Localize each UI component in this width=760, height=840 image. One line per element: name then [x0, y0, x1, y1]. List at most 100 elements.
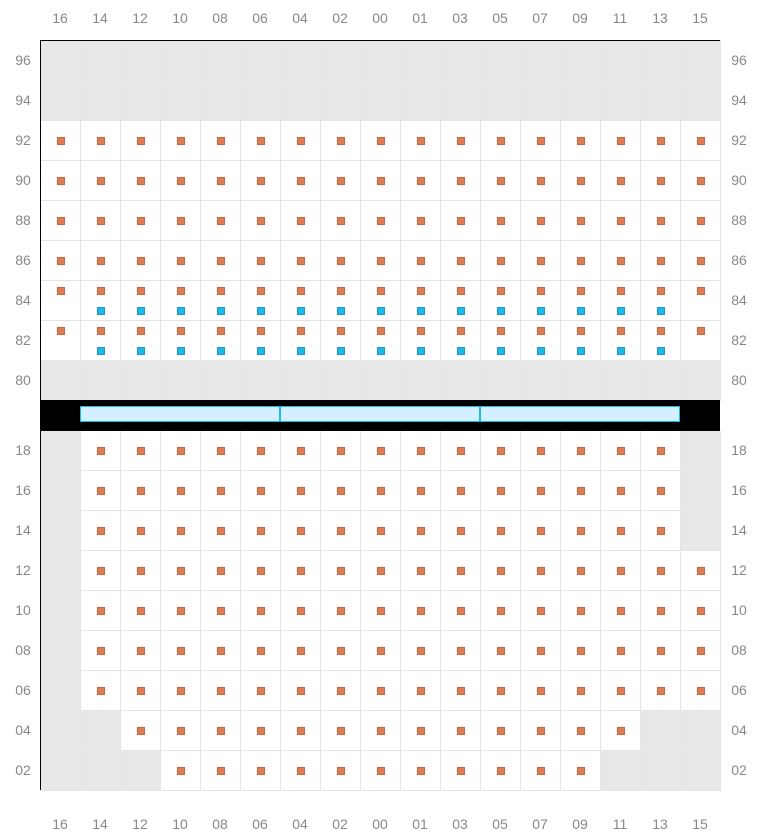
seat-orange[interactable] — [417, 287, 425, 295]
seat-orange[interactable] — [657, 567, 665, 575]
seat-blue[interactable] — [657, 347, 665, 355]
seat-orange[interactable] — [137, 647, 145, 655]
seat-orange[interactable] — [537, 567, 545, 575]
seat-blue[interactable] — [137, 347, 145, 355]
seat-orange[interactable] — [577, 727, 585, 735]
seat-orange[interactable] — [377, 527, 385, 535]
seat-orange[interactable] — [337, 137, 345, 145]
seat-orange[interactable] — [217, 287, 225, 295]
cell[interactable] — [41, 751, 81, 791]
seat-orange[interactable] — [257, 607, 265, 615]
cell[interactable] — [41, 41, 81, 81]
cell[interactable] — [81, 41, 121, 81]
seat-orange[interactable] — [417, 647, 425, 655]
cell[interactable] — [561, 361, 601, 401]
seat-orange[interactable] — [217, 607, 225, 615]
cell[interactable] — [681, 711, 721, 751]
seat-orange[interactable] — [97, 687, 105, 695]
cell[interactable] — [681, 361, 721, 401]
seat-orange[interactable] — [97, 607, 105, 615]
seat-blue[interactable] — [217, 307, 225, 315]
cell[interactable] — [401, 361, 441, 401]
cell[interactable] — [481, 41, 521, 81]
seat-orange[interactable] — [337, 727, 345, 735]
seat-orange[interactable] — [617, 327, 625, 335]
seat-orange[interactable] — [177, 767, 185, 775]
seat-orange[interactable] — [577, 257, 585, 265]
cell[interactable] — [681, 81, 721, 121]
seat-orange[interactable] — [457, 607, 465, 615]
seat-orange[interactable] — [497, 647, 505, 655]
cell[interactable] — [321, 361, 361, 401]
seat-orange[interactable] — [217, 687, 225, 695]
seat-orange[interactable] — [97, 487, 105, 495]
seat-orange[interactable] — [377, 767, 385, 775]
seat-orange[interactable] — [97, 137, 105, 145]
seat-orange[interactable] — [217, 567, 225, 575]
cell[interactable] — [521, 41, 561, 81]
seat-orange[interactable] — [537, 217, 545, 225]
seat-orange[interactable] — [577, 327, 585, 335]
seat-orange[interactable] — [97, 287, 105, 295]
seat-blue[interactable] — [137, 307, 145, 315]
cell[interactable] — [401, 81, 441, 121]
seat-orange[interactable] — [297, 607, 305, 615]
seat-orange[interactable] — [457, 257, 465, 265]
cell[interactable] — [41, 361, 81, 401]
seat-orange[interactable] — [657, 687, 665, 695]
seat-orange[interactable] — [297, 287, 305, 295]
seat-orange[interactable] — [417, 257, 425, 265]
seat-orange[interactable] — [697, 647, 705, 655]
seat-orange[interactable] — [97, 177, 105, 185]
seat-orange[interactable] — [377, 607, 385, 615]
seat-orange[interactable] — [177, 567, 185, 575]
seat-orange[interactable] — [297, 137, 305, 145]
seat-blue[interactable] — [457, 307, 465, 315]
seat-orange[interactable] — [617, 727, 625, 735]
seat-orange[interactable] — [457, 527, 465, 535]
cell[interactable] — [321, 81, 361, 121]
seat-orange[interactable] — [417, 487, 425, 495]
seat-blue[interactable] — [457, 347, 465, 355]
seat-orange[interactable] — [97, 647, 105, 655]
seat-orange[interactable] — [537, 177, 545, 185]
seat-orange[interactable] — [137, 567, 145, 575]
seat-orange[interactable] — [457, 287, 465, 295]
cell[interactable] — [41, 511, 81, 551]
seat-orange[interactable] — [697, 687, 705, 695]
cell[interactable] — [521, 81, 561, 121]
seat-orange[interactable] — [377, 217, 385, 225]
seat-orange[interactable] — [497, 687, 505, 695]
seat-orange[interactable] — [57, 137, 65, 145]
seat-orange[interactable] — [537, 487, 545, 495]
seat-orange[interactable] — [177, 527, 185, 535]
seat-orange[interactable] — [97, 217, 105, 225]
seat-orange[interactable] — [617, 687, 625, 695]
seat-orange[interactable] — [697, 607, 705, 615]
seat-orange[interactable] — [577, 137, 585, 145]
seat-orange[interactable] — [457, 767, 465, 775]
seat-orange[interactable] — [257, 767, 265, 775]
seat-orange[interactable] — [57, 327, 65, 335]
seat-orange[interactable] — [217, 447, 225, 455]
seat-orange[interactable] — [217, 137, 225, 145]
seat-orange[interactable] — [697, 137, 705, 145]
seat-blue[interactable] — [537, 347, 545, 355]
seat-orange[interactable] — [297, 217, 305, 225]
seat-orange[interactable] — [537, 607, 545, 615]
seat-blue[interactable] — [377, 347, 385, 355]
cell[interactable] — [161, 41, 201, 81]
seat-orange[interactable] — [657, 447, 665, 455]
cell[interactable] — [641, 711, 681, 751]
cell[interactable] — [601, 361, 641, 401]
seat-orange[interactable] — [577, 447, 585, 455]
seat-orange[interactable] — [297, 487, 305, 495]
seat-blue[interactable] — [297, 307, 305, 315]
seat-orange[interactable] — [377, 287, 385, 295]
cell[interactable] — [41, 81, 81, 121]
seat-orange[interactable] — [337, 327, 345, 335]
seat-orange[interactable] — [377, 727, 385, 735]
seat-orange[interactable] — [497, 447, 505, 455]
cell[interactable] — [681, 511, 721, 551]
seat-orange[interactable] — [657, 287, 665, 295]
